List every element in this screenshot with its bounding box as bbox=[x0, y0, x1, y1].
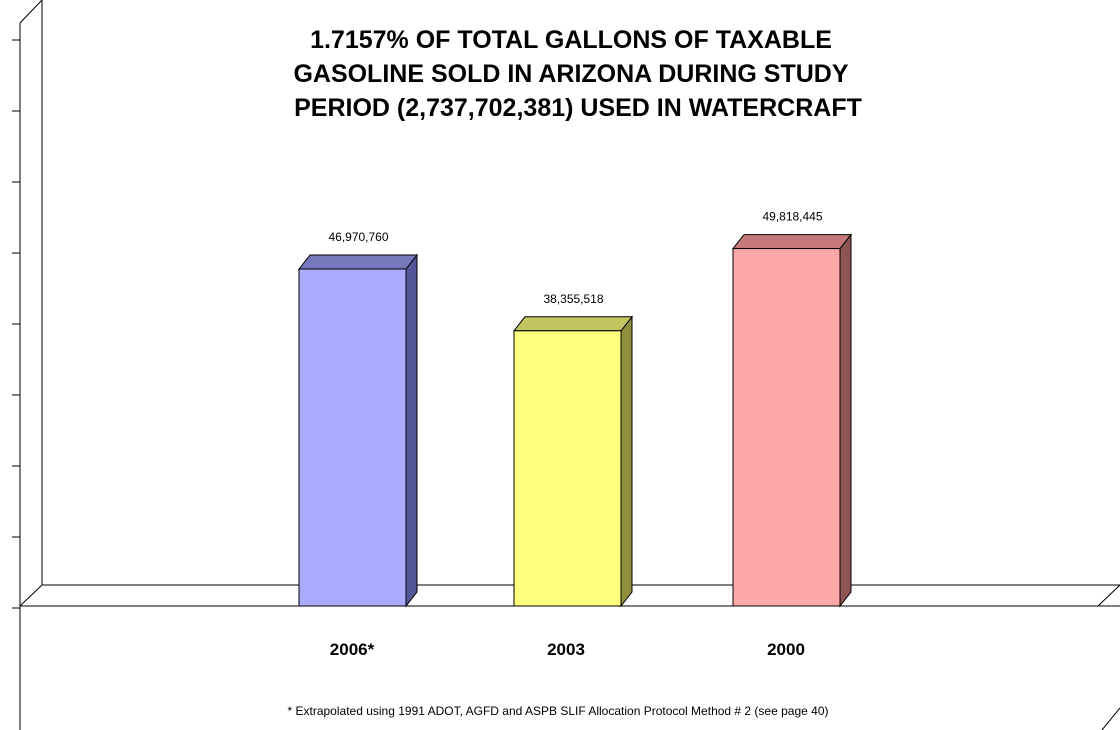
bar-top-1 bbox=[512, 316, 634, 332]
left-wall-top-diagonal bbox=[19, 0, 43, 24]
category-label-2: 2000 bbox=[767, 640, 805, 659]
bar-top-0 bbox=[297, 254, 419, 270]
bars-group: 46,970,760 2006* 38,355,518 2003 49,818,445 2… bbox=[297, 210, 853, 659]
right-floor-diagonal bbox=[1097, 584, 1120, 607]
category-label-0: 2006* bbox=[330, 640, 375, 659]
title-line-2: GASOLINE SOLD IN ARIZONA DURING STUDY bbox=[293, 60, 848, 88]
bar-side-1 bbox=[620, 315, 633, 608]
data-label-1: 38,355,518 bbox=[543, 292, 603, 306]
data-label-2: 49,818,445 bbox=[762, 210, 822, 224]
floor-left-edge bbox=[19, 584, 43, 607]
bar-side-2 bbox=[839, 233, 852, 608]
bar-side-0 bbox=[405, 253, 418, 608]
footnote: * Extrapolated using 1991 ADOT, AGFD and… bbox=[288, 704, 829, 718]
data-label-0: 46,970,760 bbox=[328, 230, 388, 244]
bar-2000 bbox=[732, 248, 841, 607]
title-line-1: 1.7157% OF TOTAL GALLONS OF TAXABLE bbox=[310, 26, 832, 54]
bar-2003 bbox=[513, 330, 622, 607]
chart-title: 1.7157% OF TOTAL GALLONS OF TAXABLE GASO… bbox=[293, 26, 861, 122]
right-corner-diagonal bbox=[1101, 707, 1120, 730]
bar-2006 bbox=[298, 268, 407, 607]
y-axis-ticks bbox=[12, 39, 20, 609]
title-line-3: PERIOD (2,737,702,381) USED IN WATERCRAF… bbox=[294, 94, 862, 122]
category-label-1: 2003 bbox=[547, 640, 585, 659]
bar-top-2 bbox=[731, 234, 853, 250]
